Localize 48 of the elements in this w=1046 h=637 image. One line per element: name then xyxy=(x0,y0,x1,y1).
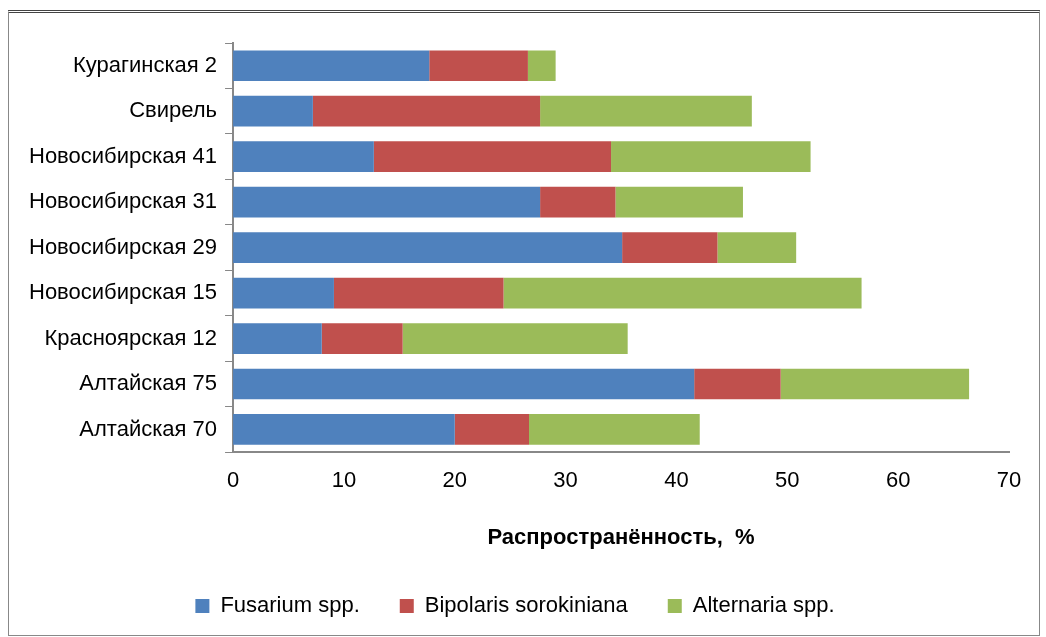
bar xyxy=(233,186,541,218)
x-tick-label: 40 xyxy=(664,467,689,493)
bar xyxy=(454,414,530,445)
bar xyxy=(321,323,403,354)
x-axis-title: Распространённость, % xyxy=(487,523,755,549)
x-tick-label: 30 xyxy=(553,467,578,493)
legend-label: Alternaria spp. xyxy=(692,592,835,618)
bar xyxy=(233,95,313,127)
bar xyxy=(312,95,541,127)
y-tick-label: Алтайская 70 xyxy=(79,415,218,441)
bar xyxy=(540,95,752,127)
y-tick-label: Свирель xyxy=(129,97,218,123)
bar xyxy=(615,186,743,218)
x-tick-label: 0 xyxy=(226,467,240,493)
legend-label: Bipolaris sorokiniana xyxy=(424,592,629,618)
bar xyxy=(622,232,718,263)
bar xyxy=(717,232,797,263)
bar xyxy=(503,277,862,309)
y-tick-label: Новосибирская 31 xyxy=(28,188,218,214)
bar xyxy=(694,368,781,400)
y-tick-label: Алтайская 75 xyxy=(79,370,218,396)
bar xyxy=(540,186,616,218)
bar xyxy=(402,323,628,354)
bar xyxy=(529,414,700,445)
bar xyxy=(233,414,455,445)
bar xyxy=(233,50,430,82)
bar xyxy=(333,277,504,309)
y-tick-label: Новосибирская 29 xyxy=(28,233,218,259)
bar xyxy=(233,277,334,309)
y-tick-label: Новосибирская 15 xyxy=(28,279,218,305)
y-tick-label: Новосибирская 41 xyxy=(28,142,218,168)
legend-label: Fusarium spp. xyxy=(220,592,360,618)
x-tick-label: 10 xyxy=(331,467,357,493)
bar xyxy=(780,368,970,400)
bar xyxy=(233,368,695,400)
bar xyxy=(233,323,322,354)
x-tick-label: 50 xyxy=(775,467,800,493)
y-tick-label: Красноярская 12 xyxy=(44,324,218,350)
y-tick-label: Курагинская 2 xyxy=(72,51,218,77)
bar xyxy=(233,232,623,263)
bar xyxy=(527,50,556,82)
x-tick-label: 60 xyxy=(885,467,911,493)
bar xyxy=(373,141,612,173)
x-tick-label: 70 xyxy=(996,467,1022,493)
bar xyxy=(611,141,811,173)
bar xyxy=(233,141,374,173)
bar xyxy=(429,50,528,82)
x-tick-label: 20 xyxy=(442,467,467,493)
